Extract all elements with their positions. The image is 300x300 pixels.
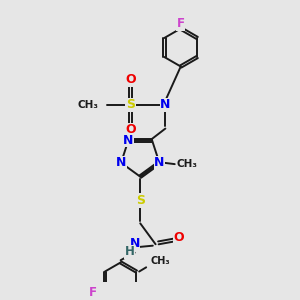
- Text: CH₃: CH₃: [177, 159, 198, 169]
- Text: O: O: [125, 73, 136, 86]
- Text: F: F: [177, 17, 185, 30]
- Text: F: F: [89, 286, 97, 299]
- Text: CH₃: CH₃: [150, 256, 170, 266]
- Text: S: S: [126, 98, 135, 111]
- Text: N: N: [160, 98, 171, 111]
- Text: N: N: [123, 134, 134, 147]
- Text: S: S: [136, 194, 145, 207]
- Text: N: N: [116, 156, 126, 169]
- Text: CH₃: CH₃: [77, 100, 98, 110]
- Text: N: N: [129, 237, 140, 250]
- Text: O: O: [173, 231, 184, 244]
- Text: H: H: [125, 245, 134, 258]
- Text: N: N: [154, 156, 164, 169]
- Text: O: O: [125, 124, 136, 136]
